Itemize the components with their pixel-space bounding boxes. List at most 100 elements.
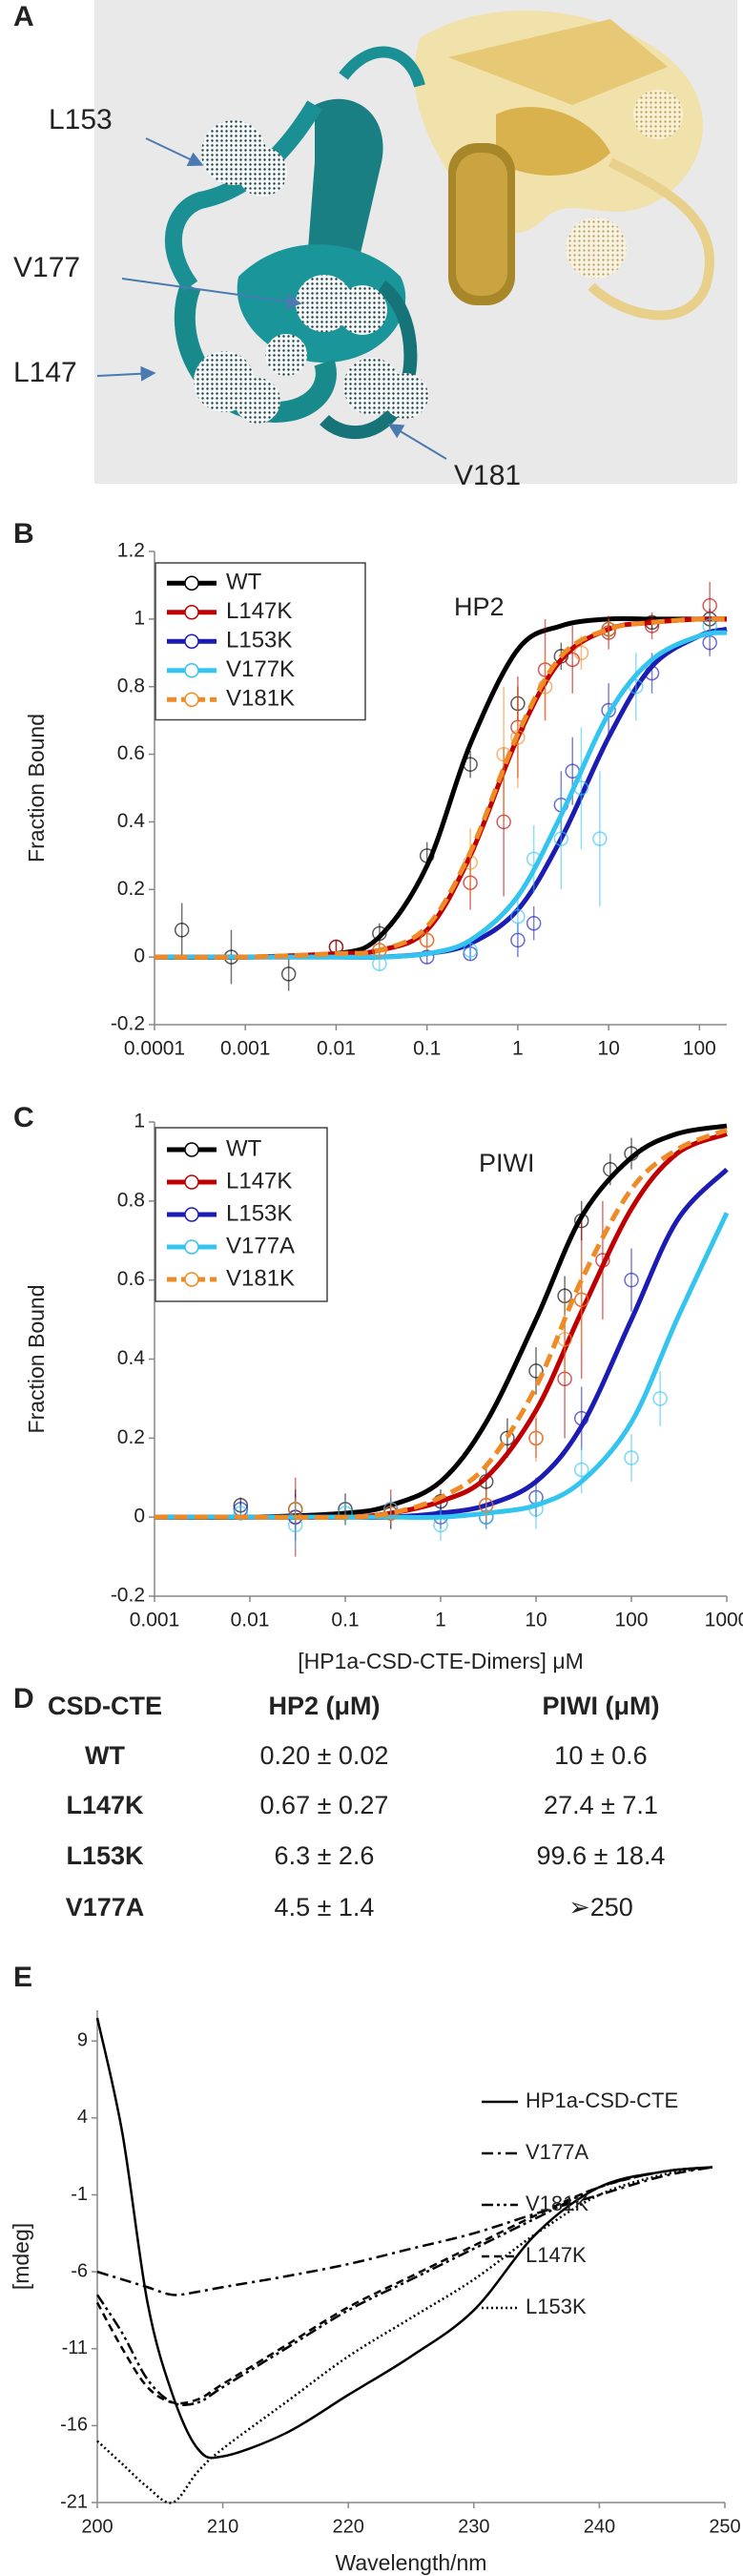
legend-label: WT <box>226 570 262 595</box>
data-point <box>644 618 660 634</box>
table-cell: ➢250 <box>568 1893 633 1922</box>
structure-panel: A L153 V177 L147 V181 <box>13 0 737 491</box>
x-tick-label: 1 <box>512 1038 524 1060</box>
y-tick-label: 9 <box>77 2030 88 2051</box>
panel-letter: D <box>13 1683 34 1714</box>
legend-label: V181K <box>226 686 295 712</box>
data-point <box>624 1450 639 1465</box>
x-tick-label: 250 <box>709 2516 740 2537</box>
y-tick-label: 0 <box>134 1506 145 1527</box>
series-line <box>154 630 728 960</box>
legend-label: WT <box>226 1135 262 1161</box>
arrow <box>121 278 302 309</box>
y-tick-label: 4 <box>77 2107 88 2128</box>
legend-marker <box>184 692 199 707</box>
table-cell: L147K <box>66 1791 144 1819</box>
panel-letter: C <box>13 1102 34 1133</box>
x-tick-label: 100 <box>614 1610 648 1631</box>
legend-label: V181K <box>226 1265 295 1291</box>
legend-label: V177A <box>226 1233 295 1258</box>
x-tick-label: 240 <box>584 2516 615 2537</box>
table-cell: WT <box>85 1741 125 1770</box>
x-tick-label: 0.001 <box>220 1038 271 1060</box>
legend-marker <box>184 1174 199 1190</box>
series-line <box>155 1212 730 1520</box>
arrow <box>96 365 156 382</box>
table-cell: V177A <box>66 1893 145 1922</box>
table-cell: 6.3 ± 2.6 <box>275 1841 375 1870</box>
legend-label: L147K <box>526 2243 587 2267</box>
table-cell: L153K <box>66 1841 144 1870</box>
y-tick-label: -11 <box>62 2337 88 2358</box>
data-point <box>478 1497 494 1513</box>
y-tick-label: -21 <box>60 2491 88 2512</box>
x-tick-label: 230 <box>458 2516 489 2537</box>
y-tick-label: 0.6 <box>117 742 145 764</box>
pointer-arrows <box>96 137 447 460</box>
chart-annotation: HP2 <box>454 592 505 621</box>
x-tick-label: 10 <box>525 1610 547 1631</box>
data-point <box>463 943 478 958</box>
legend-label: L153K <box>226 1200 292 1226</box>
data-point <box>338 1506 353 1521</box>
x-tick-label: 0.001 <box>130 1610 180 1631</box>
data-point <box>573 645 589 661</box>
x-tick-label: 0.01 <box>231 1610 270 1631</box>
y-tick-label: -0.2 <box>111 1013 145 1035</box>
legend-label: L147K <box>226 598 292 624</box>
chart-panel: E -21 -16 -11 -6 -1 4 9 200 210 220 230 240 250 [mdeg]… <box>9 1962 741 2575</box>
y-tick-label: -0.2 <box>111 1585 145 1607</box>
y-tick-label: 0.8 <box>117 675 145 696</box>
series-line <box>155 1127 728 1520</box>
legend-label: L147K <box>226 1168 292 1194</box>
y-tick-label: 0.8 <box>117 1189 145 1211</box>
y-tick-label: 0 <box>134 945 145 967</box>
y-tick-label: 1.2 <box>117 540 145 562</box>
legend-marker <box>184 605 199 620</box>
x-tick-label: 10 <box>597 1038 619 1060</box>
data-point <box>280 966 297 982</box>
y-tick-label: 0.2 <box>117 1426 145 1448</box>
x-tick-label: 0.1 <box>331 1610 359 1631</box>
data-point <box>233 1506 249 1521</box>
x-axis-label: Wavelength/nm <box>336 2550 487 2575</box>
data-point <box>510 908 526 924</box>
series-line <box>95 2166 712 2405</box>
arrow <box>387 424 447 460</box>
chart-annotation: PIWI <box>479 1149 535 1177</box>
residue-spheres <box>194 120 428 424</box>
legend-label: V177K <box>226 656 295 682</box>
data-point <box>526 915 542 931</box>
data-point <box>510 730 526 745</box>
data-point <box>174 923 190 938</box>
data-point <box>652 1391 668 1406</box>
data-point <box>573 1462 589 1478</box>
y-tick-label: 0.4 <box>117 810 146 832</box>
series-line <box>95 2017 712 2460</box>
residue-label: L153 <box>49 104 113 135</box>
series-line <box>154 616 728 960</box>
y-tick-label: 0.4 <box>117 1347 146 1369</box>
residue-label: L147 <box>13 357 77 388</box>
legend-marker <box>184 1207 199 1222</box>
x-tick-label: 100 <box>683 1038 716 1060</box>
legend-label: V177A <box>526 2140 588 2164</box>
residue-label: V177 <box>13 252 80 283</box>
table-header: CSD-CTE <box>48 1692 162 1720</box>
legend-marker <box>184 1239 199 1255</box>
x-tick-label: 220 <box>333 2516 364 2537</box>
table-cell: 0.67 ± 0.27 <box>260 1791 389 1819</box>
residue-label: V181 <box>454 460 521 491</box>
data-point <box>528 1363 544 1379</box>
panel-letter: B <box>13 518 34 550</box>
y-tick-label: 1 <box>134 607 145 629</box>
legend-marker <box>184 634 199 649</box>
y-axis-label: Fraction Bound <box>24 714 49 862</box>
y-tick-label: -16 <box>60 2415 88 2436</box>
y-axis-label: Fraction Bound <box>24 1285 49 1434</box>
table-header: HP2 (μM) <box>268 1692 380 1720</box>
data-point <box>528 1430 544 1446</box>
arrow <box>145 137 204 167</box>
x-tick-label: 1 <box>435 1610 446 1631</box>
